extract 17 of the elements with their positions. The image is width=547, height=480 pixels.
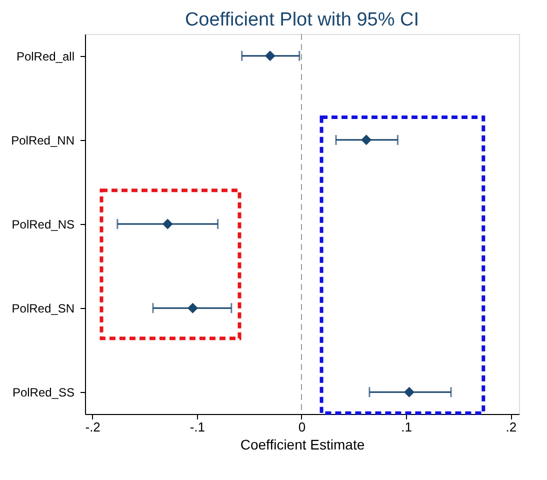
- point: [361, 134, 372, 146]
- y-tick-label: PolRed_NS: [12, 218, 74, 232]
- point: [264, 50, 276, 62]
- y-tick-label: PolRed_NN: [11, 133, 74, 148]
- point: [404, 386, 414, 398]
- x-tick-label: -.1: [190, 420, 205, 434]
- point: [162, 218, 173, 230]
- x-tick-label: .1: [401, 420, 412, 434]
- chart-title: Coefficient Plot with 95% CI: [184, 10, 420, 30]
- y-tick-label: PolRed_SS: [12, 386, 74, 400]
- point: [187, 302, 198, 314]
- x-tick-label: -.2: [85, 420, 100, 434]
- x-tick-label: 0: [298, 420, 306, 434]
- x-tick-label: .2: [506, 420, 517, 434]
- x-axis-title: Coefficient Estimate: [240, 436, 365, 452]
- y-tick-label: PolRed_all: [16, 49, 74, 64]
- y-tick-label: PolRed_SN: [12, 302, 74, 316]
